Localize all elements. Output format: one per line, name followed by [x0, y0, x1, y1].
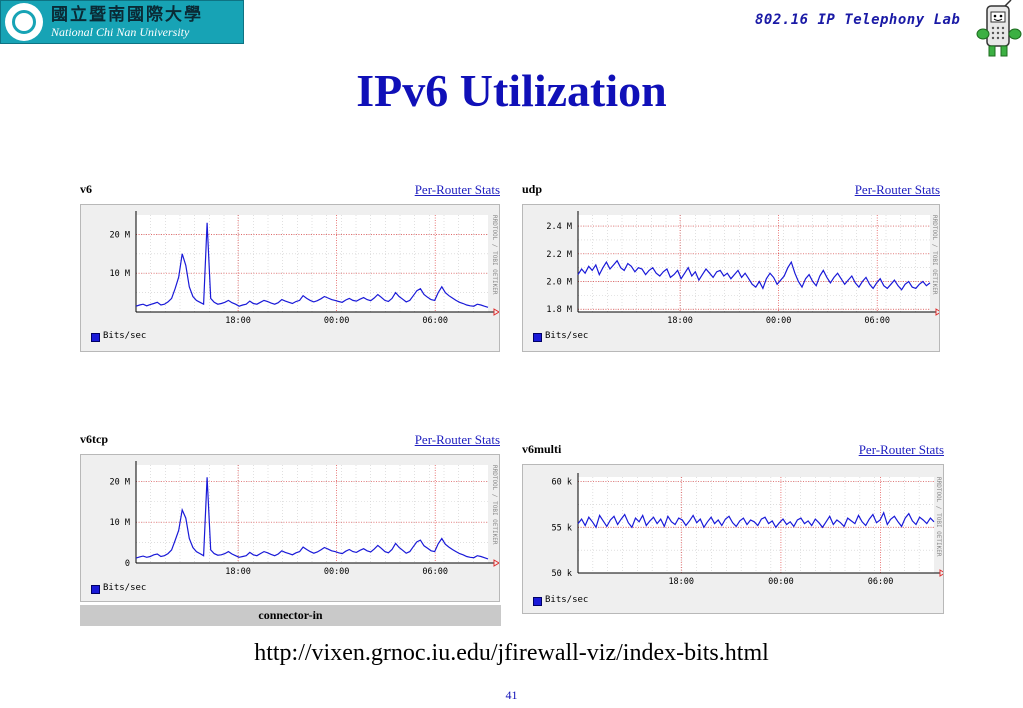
chart-frame: 18:00 00:00 06:00 10 M 20 M RRDTOOL / TOBI OE…	[80, 204, 500, 352]
legend-label: Bits/sec	[103, 583, 147, 593]
y-tick-label: 60 k	[552, 478, 572, 488]
x-tick-label: 00:00	[768, 577, 794, 587]
university-logo: 國立暨南國際大學 National Chi Nan University	[0, 0, 244, 44]
x-tick-label: 18:00	[667, 316, 693, 326]
chart-v6: 18:00 00:00 06:00 10 M 20 M RRDTOOL / TOBI OE…	[110, 211, 499, 326]
panel-v6multi: v6multi Per-Router Stats 18:00 00:00 06:00…	[522, 442, 944, 614]
y-tick-label: 1.8 M	[546, 305, 572, 315]
source-url[interactable]: http://vixen.grnoc.iu.edu/jfirewall-viz/…	[254, 640, 769, 666]
x-tick-label: 18:00	[668, 577, 694, 587]
y-tick-label: 2.0 M	[546, 278, 572, 288]
y-tick-label: 10 M	[110, 269, 130, 279]
y-tick-label: 2.2 M	[546, 250, 572, 260]
per-router-stats-link[interactable]: Per-Router Stats	[854, 182, 940, 197]
legend-swatch	[533, 333, 542, 342]
chart-title: v6multi	[522, 442, 562, 456]
x-axis-arrow	[939, 569, 943, 577]
y-tick-label: 2.4 M	[546, 222, 572, 232]
x-axis-arrow	[493, 559, 499, 567]
x-tick-label: 06:00	[868, 577, 894, 587]
x-tick-label: 06:00	[864, 316, 890, 326]
page-number: 41	[505, 688, 518, 702]
x-tick-label: 18:00	[225, 316, 251, 326]
y-tick-label: 55 k	[552, 523, 572, 533]
x-tick-label: 06:00	[422, 316, 448, 326]
chart-frame: 18:00 00:00 06:00 1.8 M 2.0 M 2.2 M 2.4 M RRDTO…	[522, 204, 940, 352]
legend-label: Bits/sec	[545, 595, 589, 605]
x-tick-label: 00:00	[324, 316, 350, 326]
y-tick-label: 0	[125, 559, 130, 569]
series-line	[577, 259, 931, 291]
rrdtool-side-label: RRDTOOL / TOBI OETIKER	[491, 465, 498, 545]
y-tick-label: 10 M	[110, 518, 130, 528]
per-router-stats-link[interactable]: Per-Router Stats	[858, 442, 944, 457]
chart-v6tcp: 18:00 00:00 06:00 0 10 M 20 M RRDTOOL / TOBI O…	[110, 461, 499, 577]
legend-swatch	[91, 585, 100, 594]
x-tick-label: 00:00	[766, 316, 792, 326]
university-emblem-icon	[5, 3, 43, 41]
legend-swatch	[533, 597, 542, 606]
lab-name: 802.16 IP Telephony Lab	[755, 12, 961, 28]
logo-english-name: National Chi Nan University	[51, 25, 190, 39]
chart-v6multi: 18:00 00:00 06:00 50 k 55 k 60 k RRDTOOL / TOB…	[552, 473, 943, 587]
chart-frame: 18:00 00:00 06:00 50 k 55 k 60 k RRDTOOL / TOB…	[522, 464, 944, 614]
panel-udp: udp Per-Router Stats 18:00 00:00 06:00 1.8 …	[522, 182, 940, 352]
per-router-stats-link[interactable]: Per-Router Stats	[414, 432, 500, 447]
chart-title: v6tcp	[80, 432, 108, 446]
legend-label: Bits/sec	[545, 331, 589, 341]
y-tick-label: 20 M	[110, 230, 130, 240]
logo-chinese-name: 國立暨南國際大學	[51, 5, 203, 25]
chart-title: udp	[522, 182, 543, 196]
series-line	[135, 222, 489, 308]
per-router-stats-link[interactable]: Per-Router Stats	[414, 182, 500, 197]
y-tick-label: 50 k	[552, 569, 572, 579]
phone-mascot-icon	[976, 0, 1022, 57]
rrdtool-side-label: RRDTOOL / TOBI OETIKER	[491, 215, 498, 295]
chart-udp: 18:00 00:00 06:00 1.8 M 2.0 M 2.2 M 2.4 M RRDTO…	[546, 211, 939, 326]
x-axis-arrow	[493, 308, 499, 316]
x-tick-label: 00:00	[324, 567, 350, 577]
rrdtool-side-label: RRDTOOL / TOBI OETIKER	[931, 215, 938, 295]
connector-in-bar: connector-in	[80, 605, 501, 626]
slide-title: IPv6 Utilization	[356, 65, 667, 116]
panel-v6: v6 Per-Router Stats 18:00 00:00 06:00 10 M 2…	[80, 182, 500, 352]
panel-v6tcp: v6tcp Per-Router Stats 18:00 00:00 06:00 0 1…	[80, 432, 500, 602]
rrdtool-side-label: RRDTOOL / TOBI OETIKER	[935, 477, 942, 557]
x-tick-label: 06:00	[422, 567, 448, 577]
legend-label: Bits/sec	[103, 331, 147, 341]
series-line	[577, 511, 935, 529]
chart-frame: 18:00 00:00 06:00 0 10 M 20 M RRDTOOL / TOBI O…	[80, 454, 500, 602]
chart-title: v6	[80, 182, 92, 196]
series-line	[135, 477, 489, 560]
x-tick-label: 18:00	[225, 567, 251, 577]
y-tick-label: 20 M	[110, 477, 130, 487]
x-axis-arrow	[935, 308, 939, 316]
legend-swatch	[91, 333, 100, 342]
